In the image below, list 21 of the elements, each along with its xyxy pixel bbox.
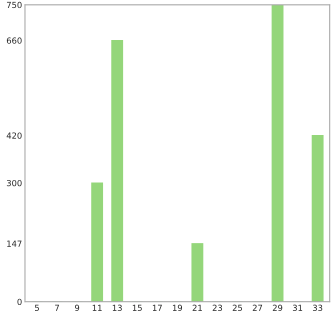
y-tick-label: 750 — [6, 2, 22, 8]
x-tick-label: 31 — [292, 304, 302, 311]
y-tick-label: 300 — [6, 180, 22, 186]
x-tick-label: 15 — [132, 304, 142, 311]
x-tick-label: 7 — [55, 304, 59, 311]
y-tick-label: 0 — [17, 298, 22, 306]
x-tick-label: 11 — [92, 304, 102, 311]
x-tick-label: 27 — [252, 304, 262, 311]
x-tick-label: 13 — [112, 304, 122, 311]
x-tick-label: 23 — [212, 304, 222, 311]
x-tick-label: 33 — [312, 304, 322, 311]
x-tick-label: 19 — [172, 304, 182, 311]
y-tick-label: 660 — [6, 37, 22, 44]
x-tick-label: 9 — [74, 304, 80, 311]
x-tick-label: 29 — [272, 304, 282, 311]
x-tick-label: 21 — [192, 304, 202, 311]
y-tick-label: 420 — [6, 132, 22, 139]
x-tick-label: 17 — [152, 304, 162, 311]
x-tick-label: 25 — [232, 304, 242, 311]
y-tick-label: 147 — [7, 240, 22, 247]
x-tick-label: 5 — [34, 304, 39, 311]
